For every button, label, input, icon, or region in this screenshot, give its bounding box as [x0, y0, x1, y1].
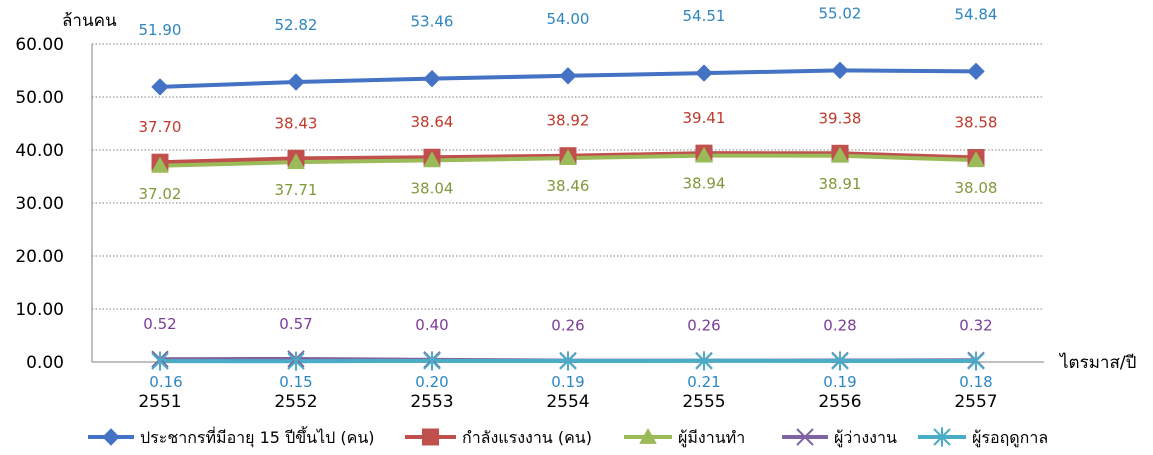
data-point	[559, 67, 577, 85]
legend-label: กำลังแรงงาน (คน)	[462, 428, 592, 447]
data-point	[423, 69, 441, 88]
legend-marker	[796, 428, 814, 446]
data-label: 55.02	[819, 4, 862, 22]
data-label: 39.38	[819, 109, 862, 127]
x-tick-label: 2556	[818, 392, 861, 412]
x-tick-label: 2552	[274, 392, 317, 412]
data-point	[423, 351, 441, 371]
data-point	[559, 351, 577, 371]
data-point	[151, 78, 169, 96]
x-tick-label: 2553	[410, 392, 453, 412]
legend-item: ผู้มีงานทำ	[624, 427, 745, 448]
legend-item: ผู้รอฤดูกาล	[918, 427, 1048, 448]
data-point	[151, 351, 169, 371]
data-labels: 51.90 52.82 53.46 54.00 54.51 55.02 54.84 37.70…	[139, 4, 998, 391]
data-point	[967, 151, 985, 168]
data-label: 38.43	[275, 114, 318, 132]
y-tick-label: 50.00	[15, 88, 64, 108]
data-label: 38.91	[819, 175, 862, 193]
data-label: 0.15	[279, 373, 312, 391]
legend-label: ผู้มีงานทำ	[678, 428, 745, 448]
data-point	[695, 146, 713, 163]
y-axis-title: ล้านคน	[62, 11, 117, 31]
data-label: 0.57	[279, 315, 312, 333]
data-label: 37.70	[139, 118, 182, 136]
data-label: 54.51	[683, 7, 726, 25]
data-label: 0.52	[143, 315, 176, 333]
data-label: 0.19	[551, 373, 584, 391]
data-label: 51.90	[139, 21, 182, 39]
data-point	[967, 62, 985, 81]
data-label: 38.94	[683, 175, 726, 193]
data-point	[287, 153, 305, 170]
data-label: 37.71	[275, 181, 318, 199]
data-label: 0.19	[823, 373, 856, 391]
data-label: 0.26	[687, 317, 720, 335]
data-point	[151, 156, 169, 173]
y-tick-label: 20.00	[15, 247, 64, 267]
legend-item: ผู้ว่างงาน	[782, 428, 897, 448]
legend: ประชากรที่มีอายุ 15 ปีขึ้นไป (คน) กำลังแร…	[88, 426, 1048, 448]
data-label: 38.64	[411, 113, 454, 131]
legend-marker	[639, 427, 657, 444]
y-tick-labels: 0.00 10.00 20.00 30.00 40.00 50.00 60.00	[15, 35, 64, 373]
data-point	[967, 351, 985, 371]
data-label: 38.04	[411, 179, 454, 197]
x-tick-label: 2554	[546, 392, 589, 412]
data-label: 0.40	[415, 316, 448, 334]
data-label: 38.58	[955, 114, 998, 132]
x-tick-labels: 2551 2552 2553 2554 2555 2556 2557	[138, 392, 997, 412]
y-tick-label: 10.00	[15, 300, 64, 320]
x-tick-label: 2551	[138, 392, 181, 412]
data-point	[831, 351, 849, 371]
legend-marker	[933, 427, 951, 447]
x-tick-label: 2555	[682, 392, 725, 412]
data-label: 0.26	[551, 317, 584, 335]
y-tick-label: 40.00	[15, 141, 64, 161]
data-label: 0.20	[415, 373, 448, 391]
data-label: 0.32	[959, 316, 992, 334]
y-tick-label: 30.00	[15, 194, 64, 214]
y-tick-label: 0.00	[26, 353, 64, 373]
data-label: 0.28	[823, 317, 856, 335]
data-label: 54.00	[547, 10, 590, 28]
data-label: 37.02	[139, 185, 182, 203]
data-point	[695, 64, 713, 82]
data-label: 54.84	[955, 5, 998, 23]
data-point	[287, 73, 305, 91]
legend-label: ผู้ว่างงาน	[834, 428, 897, 448]
legend-item: ประชากรที่มีอายุ 15 ปีขึ้นไป (คน)	[88, 426, 375, 448]
data-point	[831, 146, 849, 163]
data-point	[831, 61, 849, 80]
data-label: 0.16	[149, 373, 182, 391]
legend-label: ผู้รอฤดูกาล	[972, 428, 1048, 448]
legend-marker	[102, 428, 120, 446]
legend-marker	[422, 428, 439, 446]
data-label: 0.18	[959, 373, 992, 391]
data-label: 53.46	[411, 13, 454, 31]
x-tick-label: 2557	[954, 392, 997, 412]
series-group	[151, 61, 985, 371]
data-label: 38.92	[547, 112, 590, 130]
y-tick-label: 60.00	[15, 35, 64, 55]
data-point	[423, 151, 441, 168]
data-label: 52.82	[275, 16, 318, 34]
data-label: 38.46	[547, 177, 590, 195]
data-point	[287, 351, 305, 371]
legend-label: ประชากรที่มีอายุ 15 ปีขึ้นไป (คน)	[140, 426, 375, 448]
legend-item: กำลังแรงงาน (คน)	[405, 428, 592, 447]
data-label: 0.21	[687, 373, 720, 391]
data-label: 39.41	[683, 109, 726, 127]
data-point	[695, 351, 713, 371]
data-point	[559, 149, 577, 166]
x-axis-title: ไตรมาส/ปี	[1058, 352, 1136, 373]
data-label: 38.08	[955, 179, 998, 197]
